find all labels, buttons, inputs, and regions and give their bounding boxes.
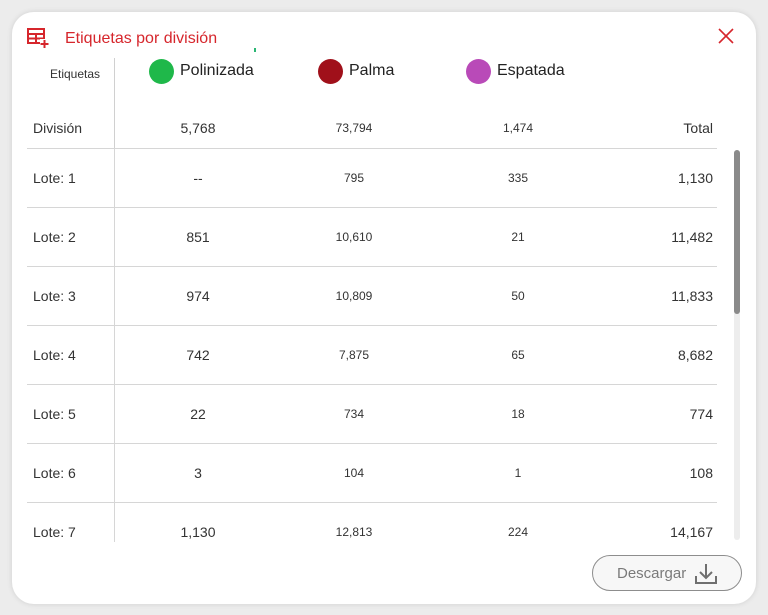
table-row: Lote: 7 1,130 12,813 224 14,167 <box>27 503 717 542</box>
total-value: 11,833 <box>671 288 713 304</box>
legend-espatada: Espatada <box>466 58 565 84</box>
labels-header: Etiquetas <box>50 67 101 81</box>
table-row: Lote: 4 742 7,875 65 8,682 <box>27 326 717 385</box>
total-value: 108 <box>689 465 713 481</box>
column-divider <box>114 503 115 542</box>
espatada-value: 335 <box>507 171 529 185</box>
dialog-title: Etiquetas por división <box>65 30 218 47</box>
lot-label: Lote: 7 <box>33 524 76 540</box>
labels-dialog: Etiquetas por división Etiquetas Poliniz… <box>12 12 756 604</box>
legend-palma: Palma <box>318 58 394 84</box>
polinizada-total: 5,768 <box>180 120 216 136</box>
polinizada-dot <box>149 58 174 84</box>
total-value: 14,167 <box>670 524 713 540</box>
legend-label: Polinizada <box>180 62 254 79</box>
palma-value: 795 <box>343 171 365 185</box>
lot-label: Lote: 5 <box>33 406 76 422</box>
legend-label: Espatada <box>497 62 565 79</box>
palma-value: 104 <box>343 466 365 480</box>
accent-mark <box>254 48 256 52</box>
table-row: Lote: 6 3 104 1 108 <box>27 444 717 503</box>
column-divider <box>114 267 115 325</box>
lot-label: Lote: 2 <box>33 229 76 245</box>
espatada-value: 65 <box>511 348 525 362</box>
polinizada-value: -- <box>193 170 203 186</box>
table-divider <box>27 148 717 149</box>
column-divider <box>114 444 115 502</box>
column-divider <box>114 208 115 266</box>
column-divider <box>114 149 115 207</box>
total-value: 8,682 <box>677 347 713 363</box>
lot-label: Lote: 4 <box>33 347 76 363</box>
espatada-value: 18 <box>511 407 525 421</box>
palma-value: 10,610 <box>335 230 373 244</box>
espatada-value: 224 <box>507 525 529 539</box>
summary-row: División 5,768 73,794 1,474 Total <box>27 108 717 148</box>
espatada-value: 21 <box>511 230 525 244</box>
espatada-value: 1 <box>514 466 522 480</box>
polinizada-value: 851 <box>186 229 210 245</box>
polinizada-value: 1,130 <box>180 524 216 540</box>
table-row: Lote: 2 851 10,610 21 11,482 <box>27 208 717 267</box>
espatada-dot <box>466 58 491 84</box>
polinizada-value: 974 <box>186 288 210 304</box>
palma-value: 734 <box>343 407 365 421</box>
palma-dot <box>318 58 343 84</box>
lots-table[interactable]: Lote: 1 -- 795 335 1,130 Lote: 2 851 10,… <box>27 148 743 542</box>
lot-label: Lote: 6 <box>33 465 76 481</box>
column-divider <box>114 58 115 148</box>
table-add-icon <box>27 28 49 48</box>
close-icon[interactable] <box>716 26 736 46</box>
polinizada-value: 742 <box>186 347 210 363</box>
palma-value: 10,809 <box>335 289 373 303</box>
espatada-total: 1,474 <box>502 121 534 135</box>
polinizada-value: 22 <box>190 406 206 422</box>
palma-total: 73,794 <box>335 121 373 135</box>
legend-label: Palma <box>349 62 395 79</box>
division-label: División <box>33 120 83 136</box>
polinizada-value: 3 <box>194 465 202 481</box>
lot-label: Lote: 3 <box>33 288 76 304</box>
download-label: Descargar <box>617 564 687 582</box>
palma-value: 7,875 <box>338 348 370 362</box>
download-button[interactable]: Descargar <box>592 555 742 591</box>
total-value: 1,130 <box>677 170 713 186</box>
vertical-scrollbar[interactable] <box>734 150 740 540</box>
column-divider <box>114 385 115 443</box>
palma-value: 12,813 <box>335 525 373 539</box>
legend-polinizada: Polinizada <box>149 58 254 84</box>
espatada-value: 50 <box>511 289 525 303</box>
scrollbar-thumb[interactable] <box>734 150 740 314</box>
column-divider <box>114 326 115 384</box>
table-row: Lote: 1 -- 795 335 1,130 <box>27 149 717 208</box>
download-icon <box>695 564 717 584</box>
total-value: 11,482 <box>671 229 713 245</box>
total-header: Total <box>683 120 713 136</box>
lot-label: Lote: 1 <box>33 170 76 186</box>
total-value: 774 <box>689 406 713 422</box>
table-row: Lote: 5 22 734 18 774 <box>27 385 717 444</box>
table-row: Lote: 3 974 10,809 50 11,833 <box>27 267 717 326</box>
